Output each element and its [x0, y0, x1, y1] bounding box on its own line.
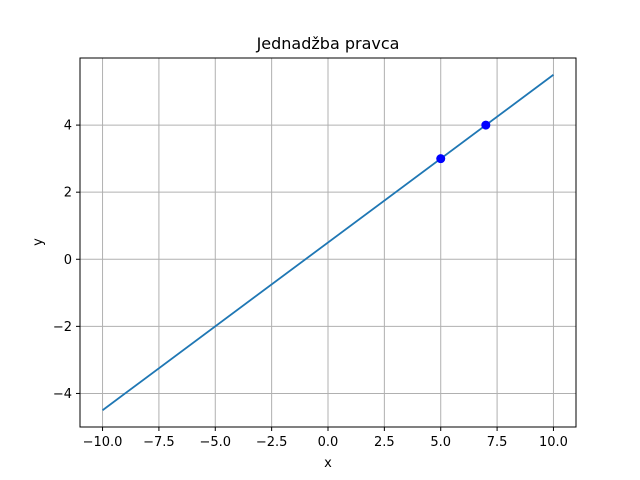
line-series — [102, 74, 554, 411]
data-point — [436, 154, 446, 164]
x-tick-label: −5.0 — [199, 435, 231, 450]
x-tick-label: −2.5 — [256, 435, 288, 450]
axis-ticks: −10.0 −7.5 −5.0 −2.5 0.0 2.5 5.0 7.5 10.0 −4 −2 0 2 4 — [53, 119, 568, 450]
y-tick-label: −4 — [53, 387, 72, 402]
y-axis-label: y — [31, 238, 46, 246]
x-tick-label: 0.0 — [318, 435, 339, 450]
x-tick-label: −10.0 — [83, 435, 123, 450]
x-tick-label: 7.5 — [487, 435, 508, 450]
y-tick-label: −2 — [53, 320, 72, 335]
x-tick-label: 10.0 — [539, 435, 568, 450]
x-tick-label: 2.5 — [374, 435, 395, 450]
y-tick-label: 4 — [64, 119, 72, 134]
plot-data — [102, 74, 554, 411]
y-tick-label: 2 — [64, 186, 72, 201]
y-tick-label: 0 — [64, 253, 72, 268]
x-tick-label: 5.0 — [430, 435, 451, 450]
x-axis-label: x — [324, 456, 332, 471]
chart-title: Jednadžba pravca — [256, 34, 400, 53]
data-point — [481, 120, 491, 130]
x-tick-label: −7.5 — [143, 435, 175, 450]
